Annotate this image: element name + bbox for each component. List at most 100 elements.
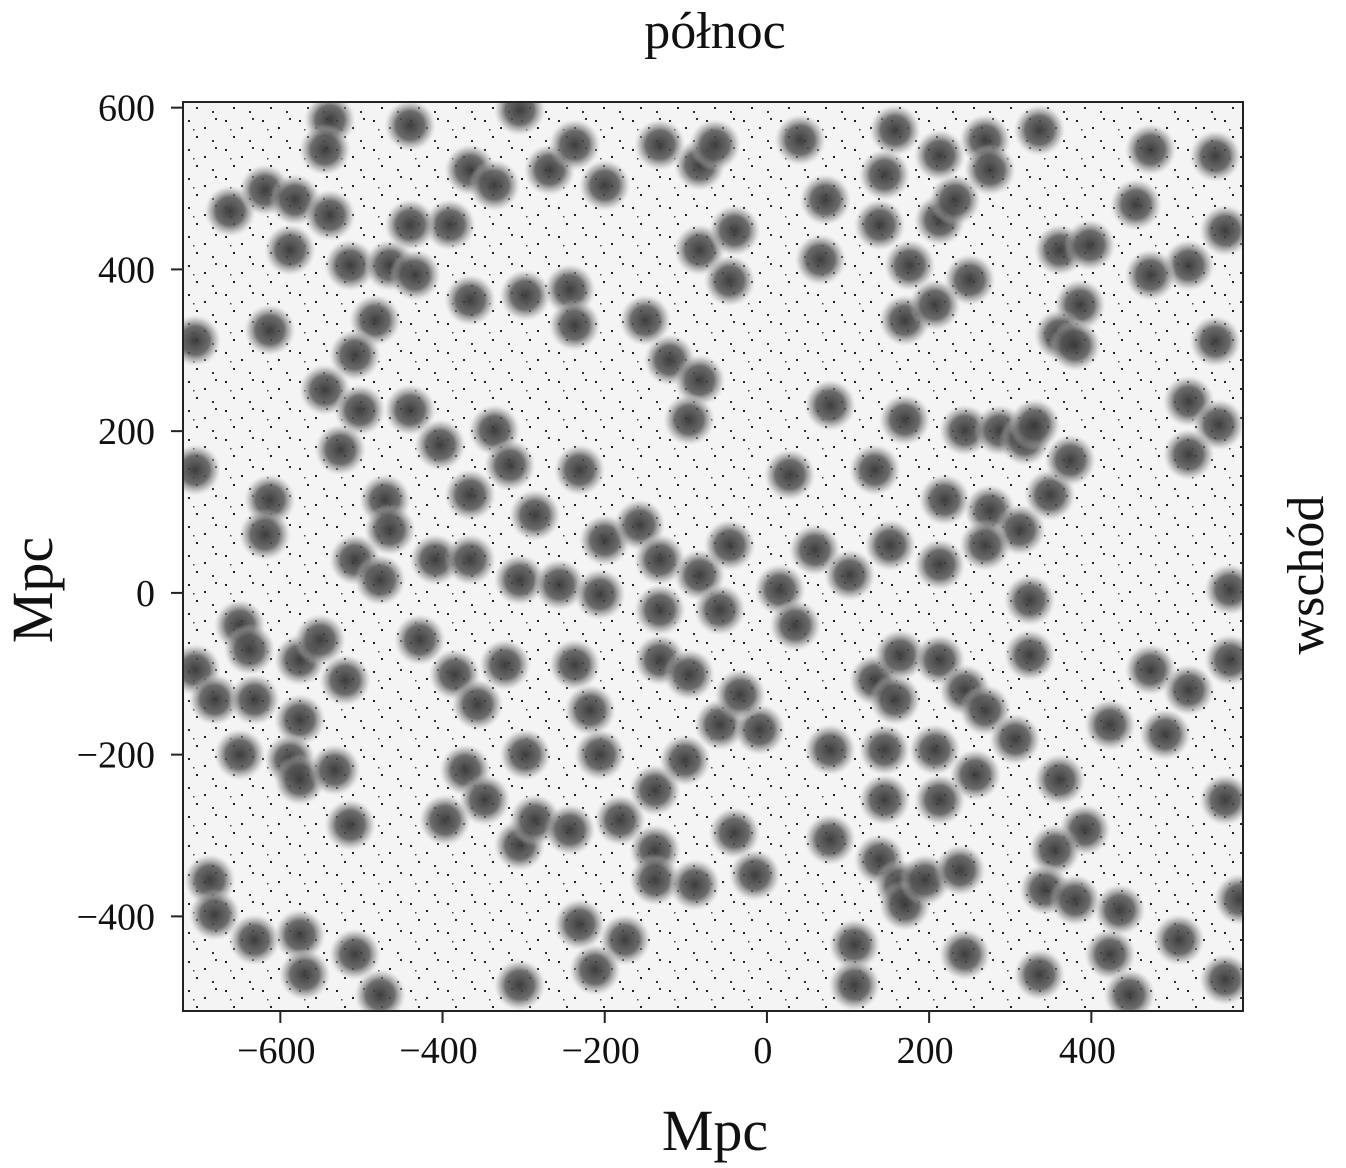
cluster bbox=[858, 148, 911, 201]
cluster bbox=[864, 519, 917, 572]
cluster bbox=[804, 379, 857, 432]
cluster bbox=[1152, 913, 1205, 966]
cluster bbox=[1008, 398, 1061, 451]
cluster bbox=[1124, 643, 1177, 696]
cluster bbox=[1199, 773, 1243, 826]
cluster bbox=[619, 294, 672, 347]
y-tick-label: 400 bbox=[98, 249, 155, 291]
cluster bbox=[633, 583, 686, 636]
cluster bbox=[663, 648, 716, 701]
cluster bbox=[828, 959, 881, 1011]
cluster bbox=[913, 129, 966, 182]
cluster bbox=[303, 189, 356, 242]
plot-frame bbox=[182, 101, 1244, 1012]
cluster bbox=[553, 443, 606, 496]
cluster bbox=[633, 118, 686, 171]
cluster bbox=[223, 623, 276, 676]
cluster bbox=[294, 613, 347, 666]
x-tick-label: 0 bbox=[753, 1030, 772, 1072]
cluster bbox=[1199, 204, 1243, 257]
cluster bbox=[423, 198, 476, 251]
x-tick-label: 200 bbox=[897, 1030, 954, 1072]
cluster bbox=[328, 329, 381, 382]
cluster bbox=[594, 794, 647, 847]
cluster bbox=[1013, 948, 1066, 1001]
cluster bbox=[243, 304, 296, 357]
x-tick-label: −400 bbox=[399, 1030, 477, 1072]
cluster bbox=[703, 254, 756, 307]
cluster bbox=[228, 913, 281, 966]
cluster bbox=[273, 693, 326, 746]
cluster bbox=[908, 278, 961, 331]
cluster bbox=[573, 568, 626, 621]
cluster bbox=[319, 654, 372, 707]
cluster bbox=[444, 533, 497, 586]
y-tick-label: −200 bbox=[77, 735, 155, 777]
y-tick-label: 0 bbox=[136, 573, 155, 615]
cluster bbox=[804, 723, 857, 776]
cluster bbox=[804, 813, 857, 866]
cluster bbox=[278, 948, 331, 1001]
cluster bbox=[493, 959, 546, 1011]
cluster bbox=[393, 613, 446, 666]
cluster bbox=[564, 684, 617, 737]
cluster bbox=[384, 198, 437, 251]
cluster bbox=[298, 123, 351, 176]
cluster bbox=[414, 418, 467, 471]
cluster bbox=[989, 713, 1042, 766]
cluster bbox=[959, 519, 1012, 572]
cluster bbox=[548, 299, 601, 352]
cluster bbox=[673, 354, 726, 407]
cluster bbox=[1063, 219, 1116, 272]
x-tick-label: 400 bbox=[1059, 1030, 1116, 1072]
cluster bbox=[493, 553, 546, 606]
cluster bbox=[883, 239, 936, 292]
cluster bbox=[468, 159, 521, 212]
cluster bbox=[483, 439, 536, 492]
cluster bbox=[858, 773, 911, 826]
cluster bbox=[869, 104, 922, 157]
cluster bbox=[908, 723, 961, 776]
cluster bbox=[663, 393, 716, 446]
cluster bbox=[708, 204, 761, 257]
cluster bbox=[853, 198, 906, 251]
x-tick-label: −600 bbox=[237, 1030, 315, 1072]
y-axis-label: Mpc bbox=[0, 537, 65, 643]
cluster bbox=[273, 908, 326, 961]
cluster bbox=[228, 673, 281, 726]
cluster bbox=[1162, 663, 1215, 716]
cluster bbox=[1162, 428, 1215, 481]
cluster bbox=[264, 223, 317, 276]
cluster bbox=[553, 898, 606, 951]
cluster bbox=[929, 173, 982, 226]
x-axis-label: Mpc bbox=[662, 1098, 768, 1163]
cluster bbox=[478, 638, 531, 691]
cluster bbox=[1124, 249, 1177, 302]
cluster bbox=[573, 728, 626, 781]
y-tick-label: −400 bbox=[77, 896, 155, 938]
cluster bbox=[324, 239, 377, 292]
cluster bbox=[918, 473, 971, 526]
cluster bbox=[188, 673, 241, 726]
cluster bbox=[533, 558, 586, 611]
cluster bbox=[1049, 319, 1102, 372]
cluster bbox=[823, 549, 876, 602]
cluster bbox=[238, 508, 291, 561]
cluster bbox=[1213, 873, 1243, 926]
cluster bbox=[728, 849, 781, 902]
cluster bbox=[1049, 874, 1102, 927]
cluster bbox=[548, 638, 601, 691]
cluster bbox=[1204, 634, 1243, 687]
cluster bbox=[1124, 123, 1177, 176]
cluster bbox=[493, 102, 546, 137]
cluster bbox=[1204, 563, 1243, 616]
cluster bbox=[913, 538, 966, 591]
cluster bbox=[1013, 104, 1066, 157]
cluster bbox=[869, 673, 922, 726]
cluster bbox=[499, 269, 552, 322]
cluster bbox=[183, 314, 222, 367]
density-layer bbox=[183, 102, 1243, 1011]
cluster bbox=[763, 448, 816, 501]
cluster bbox=[708, 807, 761, 860]
cluster bbox=[458, 773, 511, 826]
